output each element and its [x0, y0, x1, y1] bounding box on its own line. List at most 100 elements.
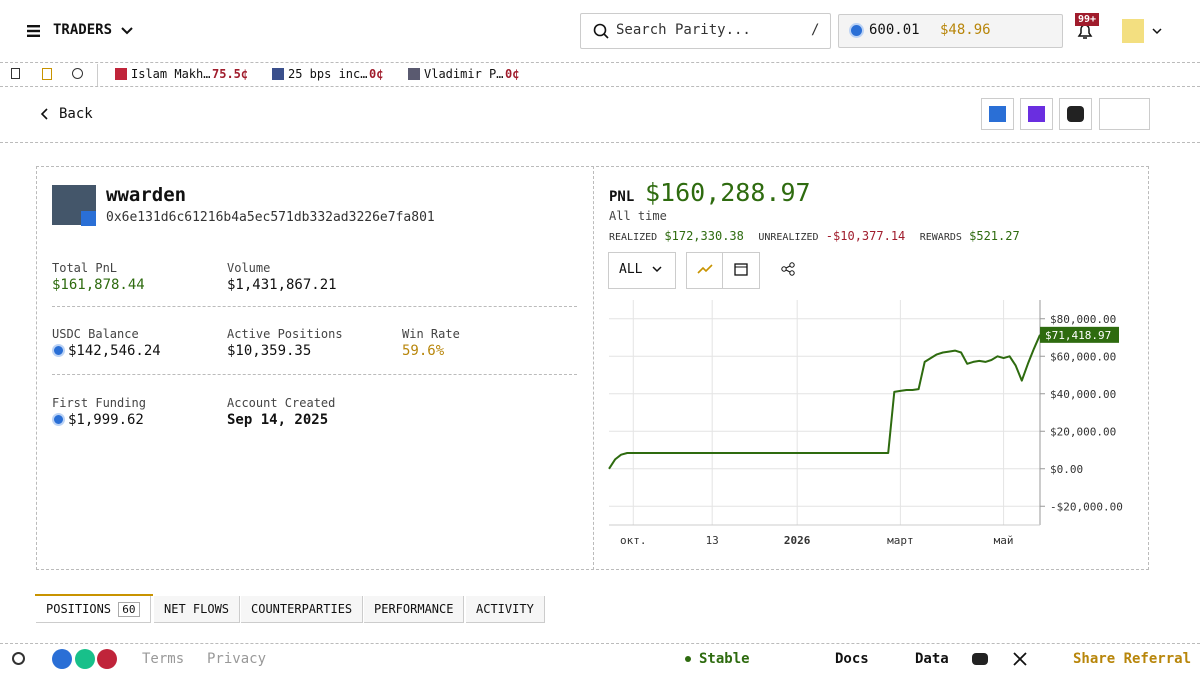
x-tick-label: март — [887, 534, 914, 547]
discord-icon[interactable] — [972, 653, 988, 665]
stat-value: $161,878.44 — [52, 277, 145, 293]
y-tick-label: $80,000.00 — [1050, 313, 1116, 326]
chevron[interactable] — [1152, 28, 1162, 35]
settings-icon[interactable] — [12, 652, 25, 665]
divider — [0, 142, 1200, 143]
tab[interactable]: PERFORMANCE — [364, 596, 465, 623]
status: Stable — [699, 651, 750, 667]
stat-value: $1,431,867.21 — [227, 277, 337, 293]
trend-icon[interactable] — [697, 263, 713, 275]
footer — [0, 643, 1200, 676]
x-tick-label: 13 — [706, 534, 719, 547]
footer-link[interactable]: Docs — [835, 651, 869, 667]
status-dot — [685, 656, 691, 662]
y-tick-label: $60,000.00 — [1050, 350, 1116, 363]
cash[interactable]: $48.96 — [940, 22, 991, 38]
coin-icon — [849, 23, 864, 38]
divider — [722, 252, 723, 288]
app-icon[interactable] — [52, 649, 72, 669]
breakdown-value: -$10,377.14 — [825, 229, 906, 243]
range-label[interactable]: ALL — [619, 262, 643, 277]
back-link[interactable]: Back — [59, 106, 93, 122]
x-tick-label: окт. — [620, 534, 647, 547]
ticker-name[interactable]: Vladimir P… — [424, 67, 504, 81]
menu-label[interactable]: TRADERS — [53, 22, 113, 38]
divider — [0, 62, 1200, 63]
ticker-price[interactable]: 0¢ — [505, 67, 520, 81]
app-icon[interactable] — [75, 649, 95, 669]
ticker-price[interactable]: 75.5¢ — [212, 67, 249, 81]
tab[interactable]: COUNTERPARTIES — [241, 596, 364, 623]
footer-link[interactable]: Data — [915, 651, 949, 667]
calendar-icon[interactable] — [734, 262, 748, 276]
chevron[interactable] — [121, 27, 133, 35]
profile-panel — [36, 166, 1149, 570]
stat-label: First Funding — [52, 396, 146, 410]
stat-label: USDC Balance — [52, 327, 139, 341]
tab[interactable]: POSITIONS 60 — [36, 596, 151, 623]
footer-link[interactable]: Share Referral — [1073, 651, 1192, 667]
bookmark-button[interactable] — [1099, 98, 1150, 130]
search-placeholder[interactable]: Search Parity... — [616, 22, 751, 38]
footer-link[interactable]: Terms — [142, 651, 185, 667]
x-icon[interactable] — [1013, 652, 1027, 666]
search-box[interactable] — [580, 13, 831, 49]
divider — [97, 64, 98, 86]
value-label-bg — [1040, 326, 1119, 343]
wallet-box[interactable] — [838, 14, 1063, 48]
wallet-address[interactable]: 0x6e131d6c61216b4a5ec571db332ad3226e7fa8… — [106, 210, 435, 225]
stat-label: Total PnL — [52, 261, 118, 275]
ticker-name[interactable]: 25 bps inc… — [288, 67, 368, 81]
range-select[interactable] — [608, 252, 676, 289]
search-icon — [593, 23, 609, 39]
stat-value-text: $1,999.62 — [68, 412, 144, 428]
pnl-breakdown: REALIZED $172,330.38 UNREALIZED -$10,377… — [609, 229, 1020, 243]
breakdown-label: REWARDS — [919, 232, 962, 243]
icon-button[interactable] — [981, 98, 1014, 130]
doc-icon[interactable] — [42, 68, 52, 80]
icon-button[interactable] — [1059, 98, 1092, 130]
tab[interactable]: ACTIVITY — [466, 596, 545, 623]
balance[interactable]: 600.01 — [869, 22, 920, 38]
y-tick-label: $20,000.00 — [1050, 425, 1116, 438]
tab-count: 60 — [118, 602, 140, 617]
divider — [52, 306, 577, 307]
x-tick-label: май — [994, 534, 1014, 547]
history-icon[interactable] — [72, 68, 83, 79]
chevron[interactable] — [652, 266, 662, 273]
icon-button[interactable] — [1020, 98, 1053, 130]
tab[interactable]: NET FLOWS — [154, 596, 241, 623]
pnl-value: $160,288.97 — [645, 178, 811, 207]
pnl-period: All time — [609, 209, 667, 223]
footer-link[interactable]: Privacy — [207, 651, 267, 667]
stat-label: Volume — [227, 261, 271, 275]
breakdown-label: UNREALIZED — [758, 232, 819, 243]
ticker-price[interactable]: 0¢ — [369, 67, 384, 81]
tab-label[interactable]: POSITIONS — [46, 602, 112, 616]
share-icon[interactable] — [781, 262, 795, 276]
avatar[interactable] — [1122, 19, 1144, 43]
pnl-line — [608, 334, 1041, 470]
notification-badge: 99+ — [1075, 13, 1100, 26]
stat-value-text: $142,546.24 — [68, 343, 161, 359]
back-icon[interactable] — [40, 108, 48, 120]
stat-label: Account Created — [227, 396, 336, 410]
bookmark-icon[interactable] — [11, 68, 20, 79]
ticker-name[interactable]: Islam Makh… — [131, 67, 211, 81]
breakdown-value: $172,330.38 — [664, 229, 744, 243]
active-tab-indicator — [35, 594, 153, 596]
y-tick-label: $0.00 — [1050, 463, 1083, 476]
stat-value: $1,999.62 — [52, 412, 144, 428]
y-tick-label: $40,000.00 — [1050, 388, 1116, 401]
flag-icon[interactable] — [97, 649, 117, 669]
stat-label: Active Positions — [227, 327, 343, 341]
value-label: $71,418.97 — [1045, 329, 1111, 342]
menu-icon[interactable] — [27, 25, 41, 37]
stat-value: $142,546.24 — [52, 343, 161, 359]
ticker-icon — [272, 68, 284, 80]
breakdown-label: REALIZED — [609, 232, 658, 243]
chart-tools[interactable] — [686, 252, 760, 289]
